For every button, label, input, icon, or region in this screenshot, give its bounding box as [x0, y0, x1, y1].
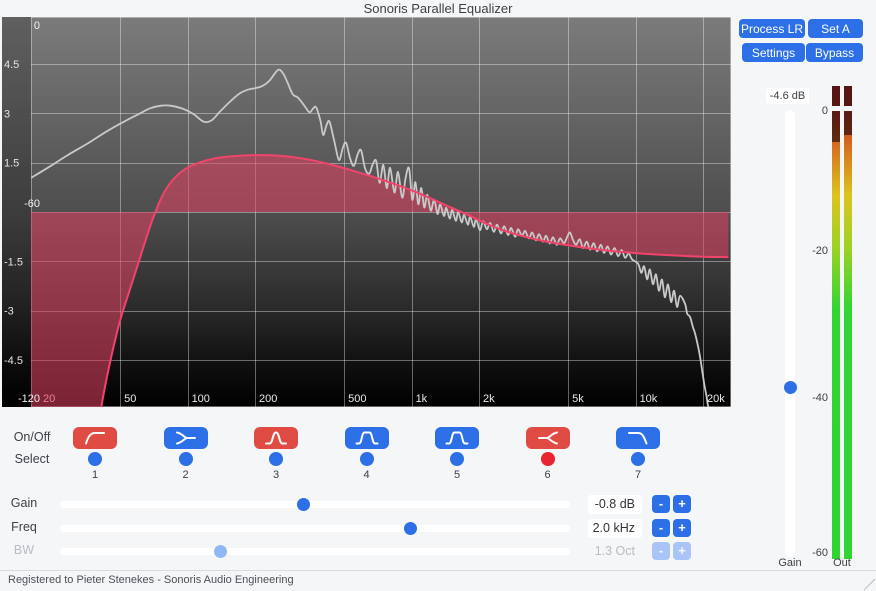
freq-slider-track[interactable] [60, 524, 570, 532]
meter-tick--20: -20 [812, 245, 828, 257]
output-gain-slider[interactable] [785, 110, 795, 557]
freq-value-field[interactable]: 2.0 kHz [588, 518, 642, 538]
onoff-row-label: On/Off [13, 430, 51, 444]
band-number-label-2: 2 [182, 469, 189, 481]
status-bar: Registered to Pieter Stenekes - Sonoris … [0, 570, 876, 591]
lowshelf-icon [175, 431, 196, 445]
svg-text:-120: -120 [18, 393, 40, 405]
svg-text:500: 500 [348, 393, 366, 405]
bw-slider-thumb [213, 544, 227, 558]
band-select-radio-2[interactable] [178, 452, 193, 466]
freq-increment-button[interactable]: + [673, 519, 691, 537]
meter-dim-left [832, 86, 840, 143]
svg-text:1.5: 1.5 [4, 158, 19, 170]
band-select-radio-3[interactable] [269, 452, 283, 466]
gain-decrement-button[interactable]: - [652, 495, 670, 513]
freq-slider-thumb[interactable] [404, 521, 418, 535]
svg-text:3: 3 [4, 108, 10, 120]
meter-zero-line [830, 106, 855, 111]
output-gain-slider-thumb[interactable] [783, 380, 797, 394]
band-number-label-3: 3 [272, 469, 280, 481]
band-select-radio-6[interactable] [540, 452, 555, 466]
gain-slider-track[interactable] [60, 500, 570, 508]
gain-value-field[interactable]: -0.8 dB [588, 494, 642, 514]
freq-slider-label: Freq [11, 520, 37, 534]
resize-handle[interactable] [864, 579, 875, 590]
select-row-label: Select [14, 452, 50, 466]
process-lr-button[interactable]: Process LR [739, 19, 805, 38]
gain-increment-button[interactable]: + [673, 495, 691, 513]
meter-tick-0: 0 [821, 105, 828, 117]
output-meter-right [844, 86, 852, 559]
bw-decrement-button: - [652, 542, 670, 560]
svg-text:50: 50 [124, 393, 136, 405]
band-number-label-5: 5 [453, 469, 461, 481]
band-select-radio-4[interactable] [359, 452, 374, 466]
meter-readout: -4.6 dB [766, 88, 809, 104]
svg-text:10k: 10k [640, 393, 658, 405]
output-meter-left [832, 86, 840, 559]
svg-text:100: 100 [192, 393, 210, 405]
svg-text:5k: 5k [572, 393, 584, 405]
svg-text:2k: 2k [483, 393, 495, 405]
highpass-icon [85, 432, 105, 445]
band-number-label-1: 1 [91, 469, 99, 481]
title-bar: Sonoris Parallel Equalizer [0, 0, 876, 17]
band-select-radio-5[interactable] [450, 452, 464, 466]
band-onoff-button-5[interactable] [435, 427, 479, 449]
axis-gutter [2, 17, 31, 407]
highshelf-icon [537, 431, 558, 445]
registration-text: Registered to Pieter Stenekes - Sonoris … [8, 574, 294, 586]
svg-text:-3: -3 [4, 306, 14, 318]
freq-decrement-button[interactable]: - [652, 519, 670, 537]
svg-text:0: 0 [34, 20, 40, 32]
gain-slider-label: Gain [10, 496, 38, 510]
band-onoff-button-7[interactable] [616, 427, 660, 449]
eq-response-curve [100, 154, 729, 407]
bandpass-icon [355, 431, 378, 445]
lowpass-icon [628, 432, 648, 445]
set-a-button[interactable]: Set A [808, 19, 863, 38]
meter-tick--60: -60 [812, 547, 828, 559]
out-meter-label: Out [833, 557, 851, 569]
eq-response-fill [31, 155, 729, 407]
band-number-label-6: 6 [544, 469, 551, 481]
window-title: Sonoris Parallel Equalizer [363, 1, 513, 16]
svg-text:200: 200 [259, 393, 277, 405]
bw-increment-button: + [673, 542, 691, 560]
band-select-radio-1[interactable] [88, 452, 102, 466]
gain-slider-thumb[interactable] [297, 497, 311, 511]
band-number-label-4: 4 [363, 469, 370, 481]
peak-icon [265, 431, 287, 445]
bw-value-field: 1.3 Oct [594, 543, 635, 558]
band-onoff-button-2[interactable] [163, 427, 208, 449]
bandpass-icon [445, 431, 469, 445]
band-number-label-7: 7 [634, 469, 642, 481]
band-select-radio-7[interactable] [631, 452, 645, 466]
svg-text:-1.5: -1.5 [4, 256, 23, 268]
band-onoff-button-6[interactable] [525, 427, 570, 449]
band-onoff-button-4[interactable] [344, 427, 389, 449]
eq-graph-canvas[interactable]: 4.5 3 1.5 -1.5 -3 -4.5 0 -60 -120 20 50 100 200 500 1k… [2, 17, 731, 407]
meter-tick--40: -40 [812, 392, 828, 404]
svg-text:20k: 20k [707, 393, 725, 405]
bw-slider-label: BW [13, 543, 35, 557]
svg-text:4.5: 4.5 [4, 59, 19, 71]
svg-text:-4.5: -4.5 [4, 355, 23, 367]
settings-button[interactable]: Settings [742, 43, 805, 62]
svg-text:1k: 1k [416, 393, 428, 405]
svg-text:-60: -60 [24, 198, 40, 210]
gain-meter-label: Gain [778, 557, 802, 569]
svg-text:20: 20 [43, 393, 55, 405]
axis-labels: 4.5 3 1.5 -1.5 -3 -4.5 0 -60 -120 20 50 100 200 500 1k… [4, 20, 725, 405]
bw-slider-track [60, 547, 570, 555]
eq-graph[interactable]: 4.5 3 1.5 -1.5 -3 -4.5 0 -60 -120 20 50 100 200 500 1k… [2, 17, 731, 407]
band-onoff-button-1[interactable] [73, 427, 117, 449]
bypass-button[interactable]: Bypass [806, 43, 863, 62]
band-onoff-button-3[interactable] [254, 427, 298, 449]
